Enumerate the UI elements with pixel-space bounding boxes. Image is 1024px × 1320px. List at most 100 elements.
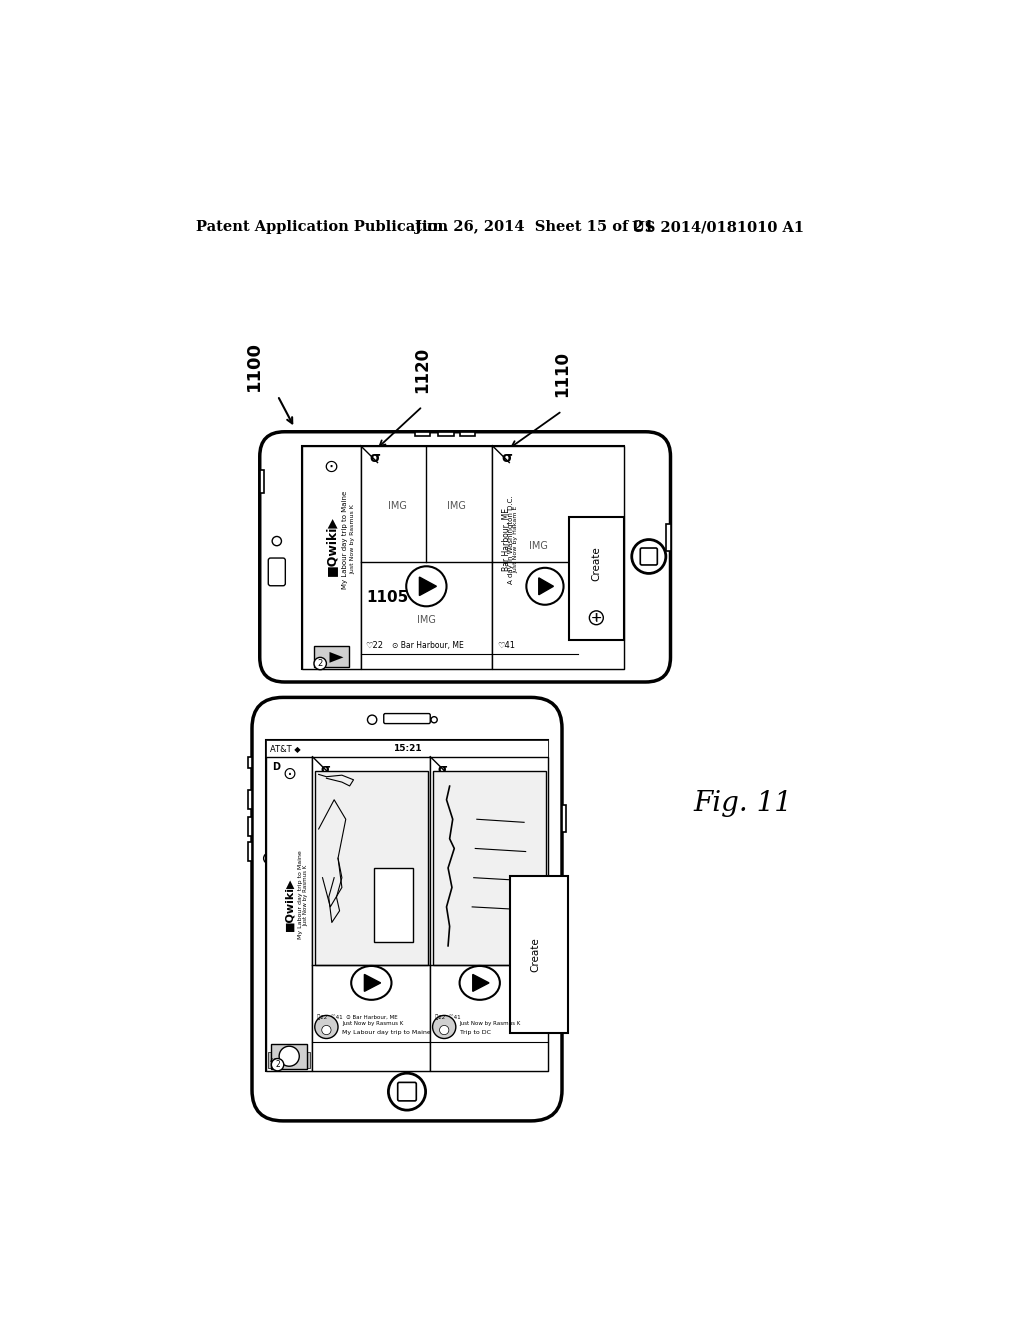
Bar bbox=[360, 446, 493, 669]
Text: My Labour day trip to Maine: My Labour day trip to Maine bbox=[298, 850, 302, 940]
Text: 2: 2 bbox=[317, 659, 323, 668]
Bar bbox=[266, 739, 548, 1071]
Circle shape bbox=[432, 1015, 456, 1039]
Bar bbox=[302, 446, 624, 669]
Text: Just Now by Rasmus K: Just Now by Rasmus K bbox=[304, 865, 309, 925]
Text: 2: 2 bbox=[275, 1060, 280, 1069]
Bar bbox=[314, 645, 349, 668]
Bar bbox=[562, 805, 566, 832]
Text: A day in Washington D.C.: A day in Washington D.C. bbox=[508, 495, 514, 583]
Text: IMG: IMG bbox=[417, 615, 436, 624]
Text: ⬜22  ♡41: ⬜22 ♡41 bbox=[435, 1014, 461, 1020]
Bar bbox=[260, 470, 263, 494]
Text: ⊙: ⊙ bbox=[283, 764, 296, 783]
Circle shape bbox=[431, 717, 437, 723]
Text: Jun. 26, 2014  Sheet 15 of 21: Jun. 26, 2014 Sheet 15 of 21 bbox=[415, 220, 653, 234]
Text: My Labour day trip to Maine: My Labour day trip to Maine bbox=[342, 1030, 431, 1035]
Text: Fig. 11: Fig. 11 bbox=[693, 789, 793, 817]
Bar bbox=[312, 756, 430, 1071]
Text: σ: σ bbox=[370, 451, 381, 465]
Bar bbox=[248, 789, 252, 809]
Ellipse shape bbox=[351, 966, 391, 999]
Text: Create: Create bbox=[530, 937, 540, 972]
Polygon shape bbox=[365, 974, 381, 991]
Text: +: + bbox=[591, 611, 602, 624]
Text: Create: Create bbox=[591, 546, 601, 581]
Circle shape bbox=[407, 566, 446, 606]
FancyBboxPatch shape bbox=[260, 432, 671, 682]
Bar bbox=[438, 432, 454, 437]
Bar bbox=[432, 771, 546, 965]
Circle shape bbox=[590, 611, 603, 624]
Text: 1105: 1105 bbox=[367, 590, 409, 605]
Text: ⬜22  ♡41  ⊙ Bar Harbour, ME: ⬜22 ♡41 ⊙ Bar Harbour, ME bbox=[317, 1014, 397, 1020]
Circle shape bbox=[314, 657, 327, 669]
Text: AT&T ◆: AT&T ◆ bbox=[270, 743, 301, 752]
FancyBboxPatch shape bbox=[268, 558, 286, 586]
FancyBboxPatch shape bbox=[397, 1082, 417, 1101]
Circle shape bbox=[368, 715, 377, 725]
Polygon shape bbox=[420, 577, 436, 595]
Text: σ: σ bbox=[321, 763, 330, 776]
Text: ⊙: ⊙ bbox=[324, 458, 339, 477]
Circle shape bbox=[280, 1047, 299, 1067]
Text: 1100: 1100 bbox=[245, 342, 262, 391]
Text: σ: σ bbox=[438, 763, 447, 776]
Bar bbox=[430, 756, 548, 1071]
Circle shape bbox=[314, 1015, 338, 1039]
Text: Bar Harbour, ME: Bar Harbour, ME bbox=[502, 508, 511, 570]
Circle shape bbox=[632, 540, 666, 573]
Ellipse shape bbox=[460, 966, 500, 999]
Bar bbox=[302, 446, 360, 669]
Text: IMG: IMG bbox=[529, 541, 548, 550]
Polygon shape bbox=[473, 974, 489, 991]
Text: ⊙ Bar Harbour, ME: ⊙ Bar Harbour, ME bbox=[391, 642, 463, 651]
Text: σ: σ bbox=[502, 451, 512, 465]
FancyBboxPatch shape bbox=[252, 697, 562, 1121]
Text: Just Now by Rasmus K: Just Now by Rasmus K bbox=[350, 504, 355, 574]
Text: ♡41: ♡41 bbox=[497, 642, 515, 651]
Circle shape bbox=[263, 853, 274, 863]
Text: 15:21: 15:21 bbox=[392, 743, 421, 752]
Text: US 2014/0181010 A1: US 2014/0181010 A1 bbox=[632, 220, 804, 234]
Text: ♡22: ♡22 bbox=[366, 642, 383, 651]
Polygon shape bbox=[330, 652, 343, 663]
Text: Patent Application Publication: Patent Application Publication bbox=[197, 220, 449, 234]
Bar bbox=[248, 817, 252, 836]
Text: 1120: 1120 bbox=[414, 347, 431, 393]
Polygon shape bbox=[539, 578, 554, 595]
Text: Just Now by Rasmus K: Just Now by Rasmus K bbox=[460, 1022, 521, 1027]
Bar bbox=[271, 1044, 307, 1069]
Text: Just Now by Rasmus K: Just Now by Rasmus K bbox=[342, 1022, 403, 1027]
Bar bbox=[248, 842, 252, 862]
Circle shape bbox=[266, 919, 272, 925]
Bar bbox=[460, 432, 475, 437]
Circle shape bbox=[322, 1026, 331, 1035]
Circle shape bbox=[271, 1059, 284, 1071]
Text: IMG: IMG bbox=[447, 500, 466, 511]
Bar bbox=[248, 758, 252, 768]
Text: D: D bbox=[272, 763, 281, 772]
Text: ■Qwiki▶: ■Qwiki▶ bbox=[285, 878, 294, 931]
Circle shape bbox=[388, 1073, 426, 1110]
Circle shape bbox=[272, 536, 282, 545]
Text: My Labour day trip to Maine: My Labour day trip to Maine bbox=[342, 490, 348, 589]
Text: AT&T ◆: AT&T ◆ bbox=[270, 1057, 293, 1063]
FancyBboxPatch shape bbox=[384, 714, 430, 723]
Bar bbox=[666, 524, 671, 552]
FancyBboxPatch shape bbox=[640, 548, 657, 565]
Bar bbox=[510, 876, 567, 1034]
Bar bbox=[415, 432, 430, 437]
Text: 1110: 1110 bbox=[553, 351, 571, 397]
Circle shape bbox=[526, 568, 563, 605]
Bar bbox=[493, 446, 624, 669]
Text: +: + bbox=[591, 611, 602, 624]
Bar bbox=[568, 517, 624, 640]
Bar bbox=[314, 771, 428, 965]
Circle shape bbox=[439, 1026, 449, 1035]
Bar bbox=[266, 739, 548, 756]
Bar bbox=[266, 756, 312, 1071]
Text: ■Qwiki▶: ■Qwiki▶ bbox=[325, 516, 338, 576]
Bar bbox=[374, 869, 414, 942]
Bar bbox=[268, 1052, 310, 1068]
